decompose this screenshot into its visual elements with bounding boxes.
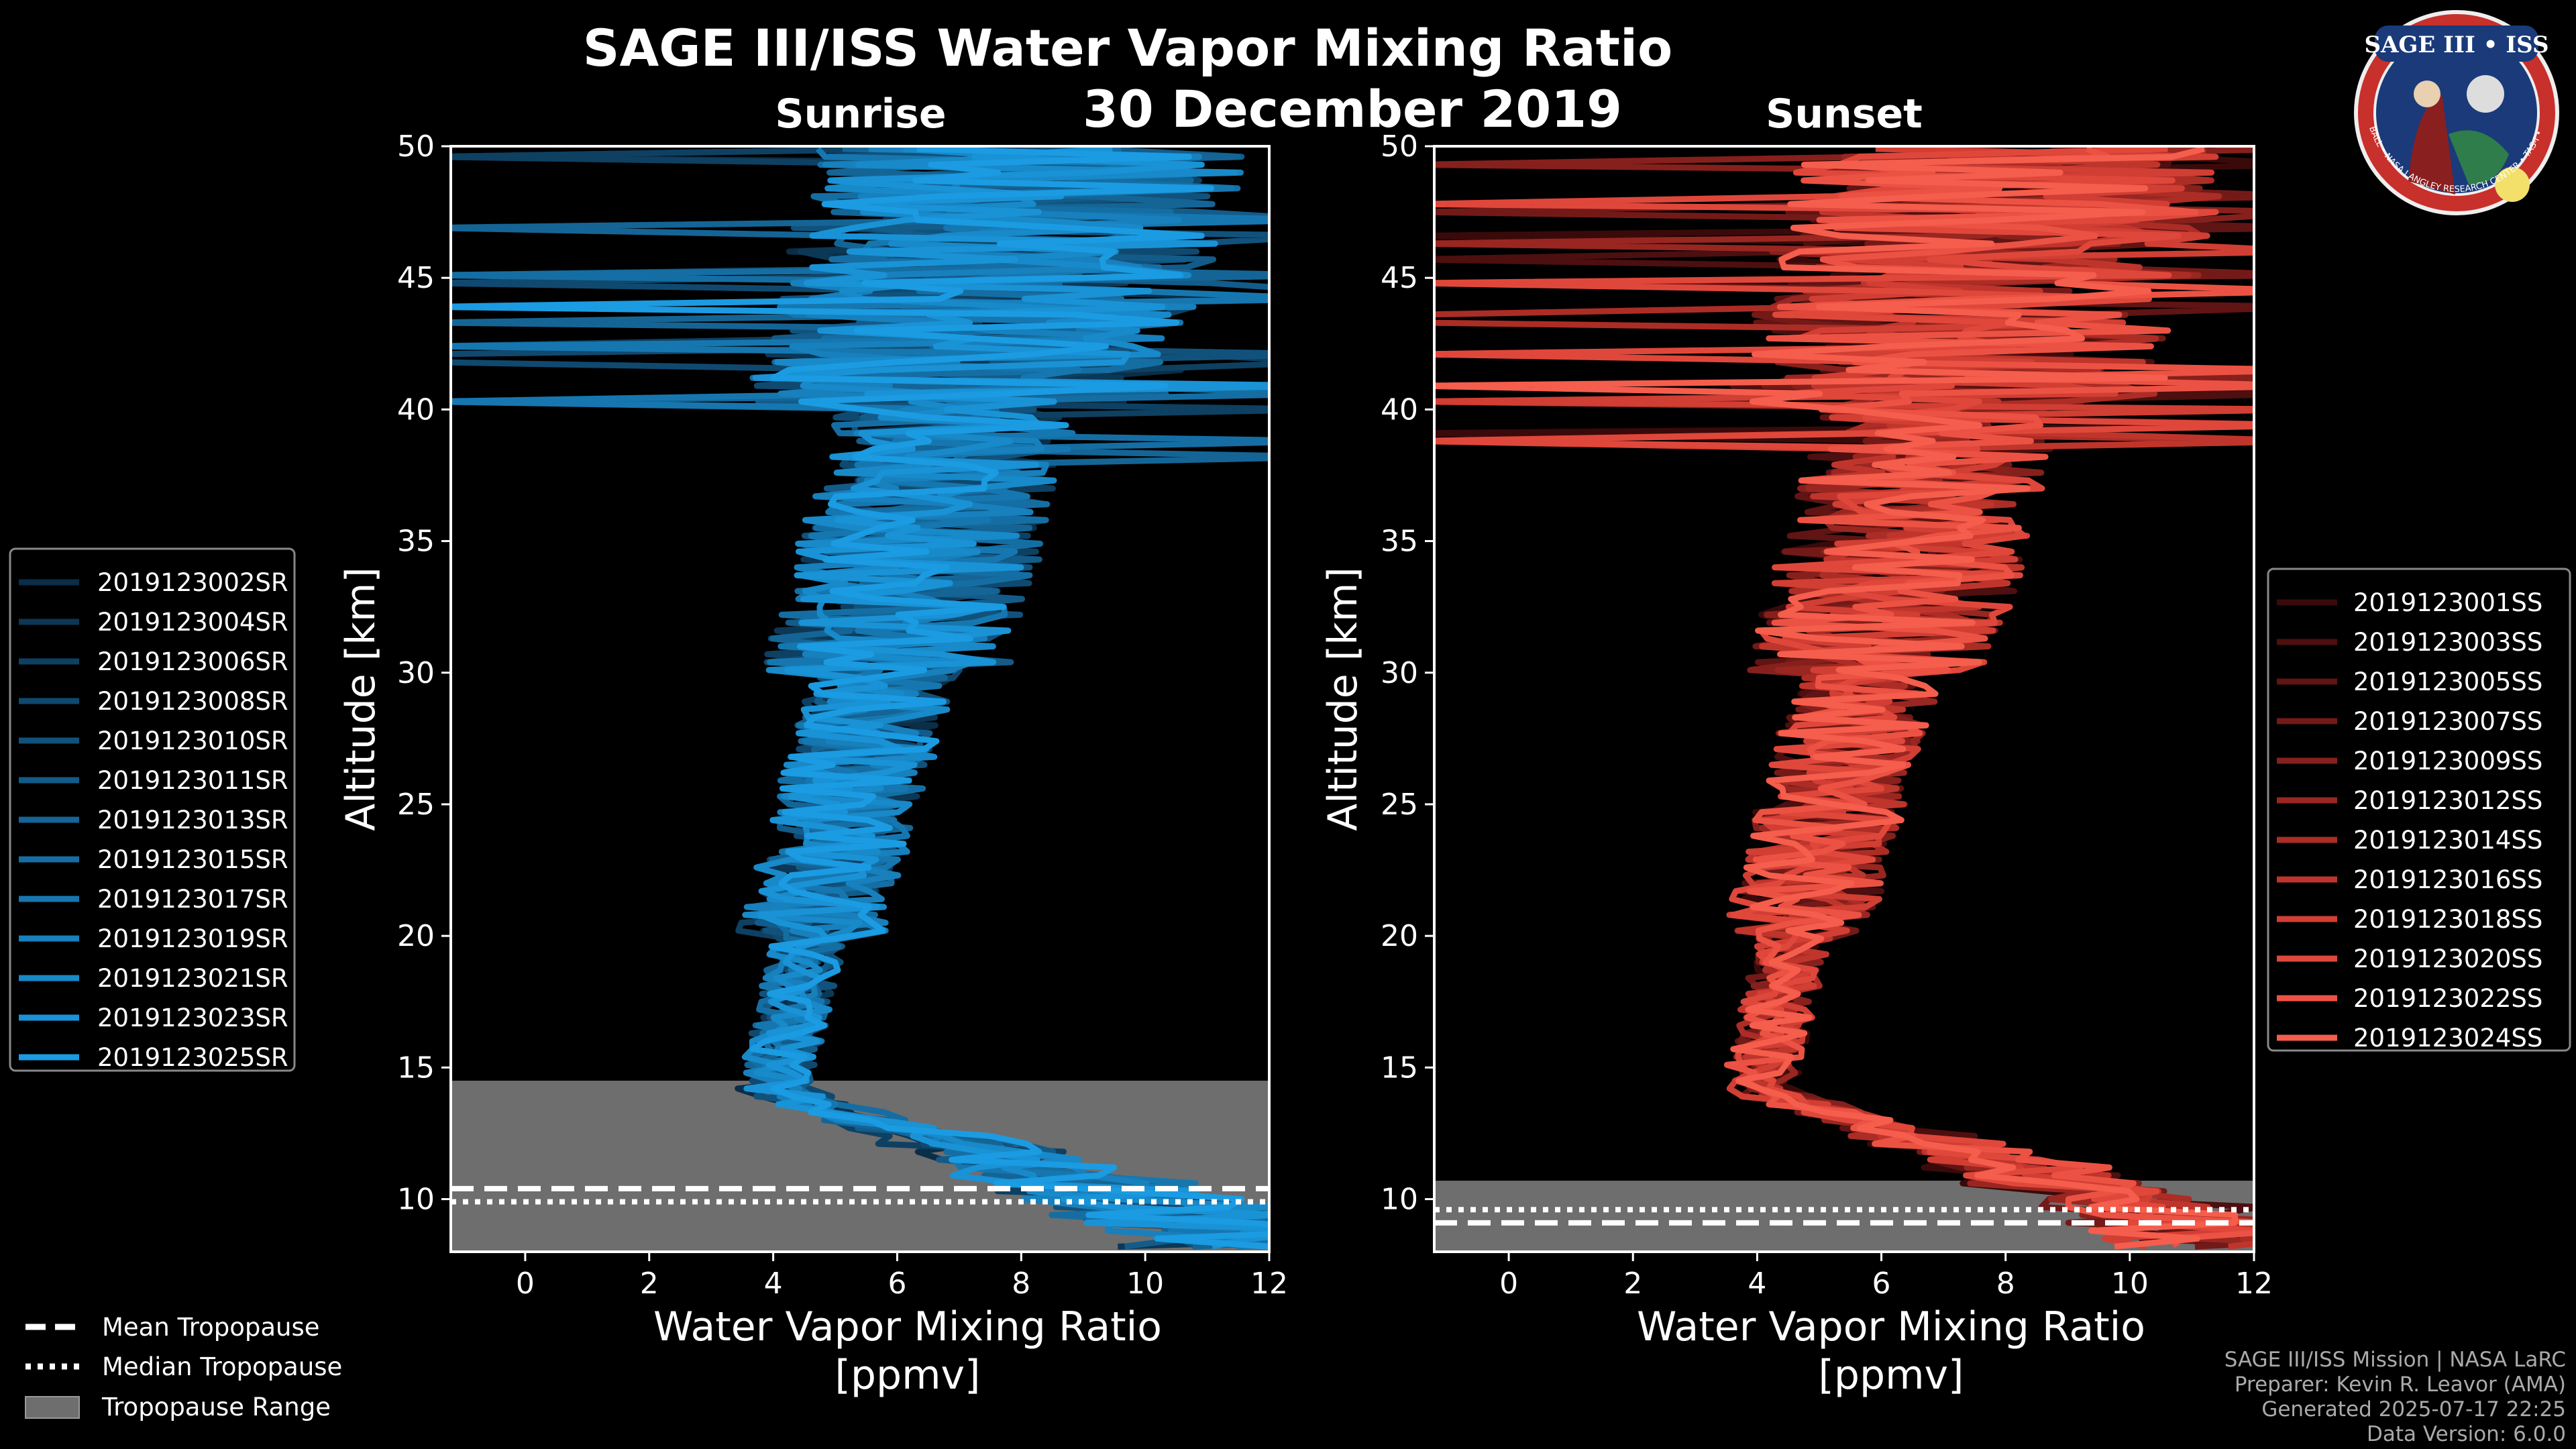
x-tick-label: 4 bbox=[1748, 1267, 1766, 1301]
y-tick-label: 40 bbox=[397, 392, 435, 427]
x-tick-label: 6 bbox=[888, 1267, 906, 1301]
x-tick-label: 6 bbox=[1872, 1267, 1891, 1301]
legend-label: 2019123004SR bbox=[97, 608, 288, 637]
logo-title: SAGE III • ISS bbox=[2364, 32, 2548, 58]
legend-label: 2019123019SR bbox=[97, 924, 288, 953]
legend-label: 2019123021SR bbox=[97, 964, 288, 993]
legend-label: 2019123007SS bbox=[2353, 707, 2542, 736]
legend-label: 2019123002SR bbox=[97, 568, 288, 597]
legend-label: 2019123020SS bbox=[2353, 945, 2542, 973]
legend-label: 2019123009SS bbox=[2353, 747, 2542, 775]
legend-label: 2019123017SR bbox=[97, 885, 288, 914]
credit-line: Data Version: 6.0.0 bbox=[2367, 1422, 2566, 1446]
credit-line: SAGE III/ISS Mission | NASA LaRC bbox=[2224, 1348, 2566, 1372]
y-tick-label: 20 bbox=[1381, 919, 1418, 953]
x-tick-label: 12 bbox=[1250, 1267, 1288, 1301]
legend-label: 2019123003SS bbox=[2353, 628, 2542, 657]
sunset-profiles bbox=[1434, 146, 2254, 1250]
x-tick-label: 0 bbox=[516, 1267, 535, 1301]
legend-label: 2019123005SS bbox=[2353, 667, 2542, 696]
y-tick-label: 45 bbox=[1381, 261, 1418, 295]
y-tick-label: 40 bbox=[1381, 392, 1418, 427]
sunrise-plot: 0 2 4 6 8 10 12 10 15 20 25 30 35 40 45 50 Water Vapor… bbox=[337, 129, 1288, 1399]
profile-line bbox=[451, 146, 1269, 1250]
y-tick-label: 30 bbox=[397, 656, 435, 690]
sunrise-legend: 2019123002SR 2019123004SR 2019123006SR 2019… bbox=[9, 547, 296, 1072]
legend-label: 2019123012SS bbox=[2353, 786, 2542, 815]
legend-label: 2019123013SR bbox=[97, 806, 288, 835]
sunset-x-axis-unit: [ppmv] bbox=[1819, 1352, 1964, 1399]
x-tick-label: 10 bbox=[2111, 1267, 2149, 1301]
sunset-panel-title: Sunset bbox=[1766, 91, 1923, 138]
y-tick-label: 30 bbox=[1381, 656, 1418, 690]
figure-title: SAGE III/ISS Water Vapor Mixing Ratio bbox=[583, 18, 1673, 78]
y-tick-label: 35 bbox=[397, 525, 435, 559]
sunrise-y-ticks: 10 15 20 25 30 35 40 45 50 bbox=[397, 129, 451, 1217]
y-tick-label: 45 bbox=[397, 261, 435, 295]
x-tick-label: 8 bbox=[1996, 1267, 2015, 1301]
sunrise-y-axis-label: Altitude [km] bbox=[337, 567, 384, 831]
mean-tropopause-label: Mean Tropopause bbox=[102, 1313, 320, 1342]
sunrise-x-axis-unit: [ppmv] bbox=[835, 1352, 981, 1399]
x-tick-label: 0 bbox=[1499, 1267, 1518, 1301]
tropopause-range-swatch bbox=[25, 1396, 80, 1419]
legend-label: 2019123008SR bbox=[97, 687, 288, 716]
x-tick-label: 2 bbox=[640, 1267, 659, 1301]
sunrise-x-axis-label: Water Vapor Mixing Ratio bbox=[653, 1303, 1162, 1350]
tropopause-range-label: Tropopause Range bbox=[101, 1393, 331, 1421]
sunset-axes-frame bbox=[1433, 145, 2255, 1253]
credit-line: Preparer: Kevin R. Leavor (AMA) bbox=[2235, 1373, 2566, 1397]
sunset-legend: 2019123001SS 2019123003SS 2019123005SS 2019… bbox=[2267, 568, 2571, 1053]
y-tick-label: 15 bbox=[1381, 1051, 1418, 1085]
legend-label: 2019123016SS bbox=[2353, 865, 2542, 894]
legend-label: 2019123010SR bbox=[97, 727, 288, 755]
sunrise-axes-frame bbox=[449, 145, 1271, 1253]
sunset-y-ticks: 10 15 20 25 30 35 40 45 50 bbox=[1381, 129, 1434, 1217]
y-tick-label: 35 bbox=[1381, 525, 1418, 559]
credit-line: Generated 2025-07-17 22:25 bbox=[2261, 1397, 2566, 1421]
y-tick-label: 15 bbox=[397, 1051, 435, 1085]
y-tick-label: 50 bbox=[1381, 129, 1418, 164]
legend-label: 2019123023SR bbox=[97, 1004, 288, 1032]
sunset-plot: 0 2 4 6 8 10 12 10 15 20 25 30 35 40 45 50 Water Vapor… bbox=[1320, 129, 2273, 1399]
y-tick-label: 25 bbox=[397, 788, 435, 822]
y-tick-label: 10 bbox=[1381, 1183, 1418, 1217]
credits: SAGE III/ISS Mission | NASA LaRC Prepare… bbox=[2224, 1348, 2566, 1446]
x-tick-label: 12 bbox=[2235, 1267, 2273, 1301]
legend-label: 2019123001SS bbox=[2353, 588, 2542, 617]
sunrise-profiles bbox=[451, 146, 1269, 1250]
sunset-x-axis-label: Water Vapor Mixing Ratio bbox=[1637, 1303, 2145, 1350]
legend-label: 2019123011SR bbox=[97, 766, 288, 795]
y-tick-label: 25 bbox=[1381, 788, 1418, 822]
sunrise-panel-title: Sunrise bbox=[775, 91, 946, 138]
profile-line bbox=[1434, 146, 2239, 1250]
legend-label: 2019123014SS bbox=[2353, 826, 2542, 855]
y-tick-label: 10 bbox=[397, 1183, 435, 1217]
y-tick-label: 50 bbox=[397, 129, 435, 164]
legend-label: 2019123024SS bbox=[2353, 1024, 2542, 1053]
figure-date: 30 December 2019 bbox=[1083, 79, 1622, 139]
sunset-x-ticks: 0 2 4 6 8 10 12 bbox=[1499, 1252, 2273, 1301]
legend-label: 2019123018SS bbox=[2353, 905, 2542, 934]
sunset-y-axis-label: Altitude [km] bbox=[1320, 567, 1366, 831]
median-tropopause-label: Median Tropopause bbox=[102, 1352, 342, 1381]
legend-label: 2019123025SR bbox=[97, 1043, 288, 1072]
sunrise-x-ticks: 0 2 4 6 8 10 12 bbox=[516, 1252, 1288, 1301]
legend-label: 2019123022SS bbox=[2353, 984, 2542, 1013]
legend-label: 2019123006SR bbox=[97, 647, 288, 676]
tropopause-legend: Mean Tropopause Median Tropopause Tropop… bbox=[25, 1313, 342, 1421]
x-tick-label: 8 bbox=[1012, 1267, 1030, 1301]
x-tick-label: 2 bbox=[1623, 1267, 1642, 1301]
y-tick-label: 20 bbox=[397, 919, 435, 953]
x-tick-label: 4 bbox=[764, 1267, 783, 1301]
legend-label: 2019123015SR bbox=[97, 845, 288, 874]
x-tick-label: 10 bbox=[1126, 1267, 1164, 1301]
